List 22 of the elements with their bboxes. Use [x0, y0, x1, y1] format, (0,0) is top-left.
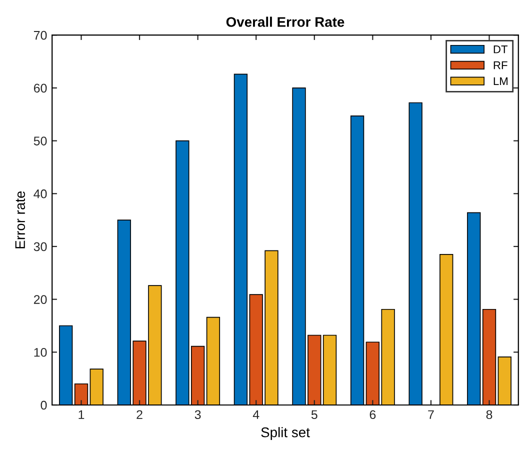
y-tick-label: 70	[34, 30, 47, 40]
x-axis-title: Split set	[261, 427, 310, 440]
y-axis-title: Error rate	[15, 191, 26, 248]
legend-label: RF	[494, 61, 508, 70]
y-tick-label: 30	[34, 242, 47, 252]
x-tick-label: 2	[136, 410, 142, 419]
x-tick-label: 3	[194, 410, 201, 420]
y-tick-label: 60	[34, 84, 47, 93]
x-tick-label: 5	[311, 410, 318, 420]
x-tick-label: 8	[486, 410, 492, 420]
legend-label: DT	[494, 46, 508, 54]
y-tick-label: 0	[40, 400, 47, 410]
y-tick-label: 50	[34, 136, 47, 146]
x-tick-label: 1	[78, 410, 84, 419]
legend-label: LM	[494, 77, 508, 85]
y-tick-label: 40	[34, 189, 47, 198]
y-tick-label: 20	[34, 295, 47, 304]
x-tick-label: 6	[370, 410, 376, 420]
chart-title: Overall Error Rate	[226, 16, 344, 27]
x-tick-label: 7	[428, 410, 434, 419]
x-tick-label: 4	[252, 410, 260, 419]
y-tick-label: 10	[34, 348, 47, 357]
